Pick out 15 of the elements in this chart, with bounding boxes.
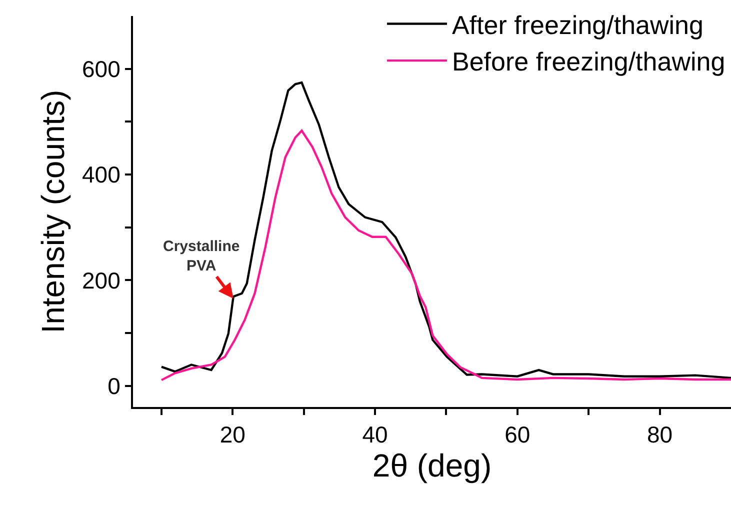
- x-tick-label: 60: [504, 422, 530, 448]
- legend-label: Before freezing/thawing: [452, 46, 726, 77]
- line-series: [160, 130, 731, 382]
- x-axis-title: 2θ (deg): [372, 448, 492, 484]
- annotation: Crystalline PVA: [163, 238, 240, 274]
- line-series: [160, 81, 731, 380]
- x-tick-label: 20: [220, 422, 246, 448]
- y-tick-label: 600: [82, 56, 120, 82]
- y-tick-label: 400: [82, 162, 120, 188]
- legend-label: After freezing/thawing: [452, 10, 704, 40]
- y-tick-label: 0: [108, 372, 120, 399]
- x-tick-label: 40: [362, 422, 388, 448]
- y-tick-label: 200: [82, 267, 120, 294]
- y-axis-title: Intensity (counts): [34, 90, 71, 334]
- x-tick-label: 80: [647, 422, 673, 448]
